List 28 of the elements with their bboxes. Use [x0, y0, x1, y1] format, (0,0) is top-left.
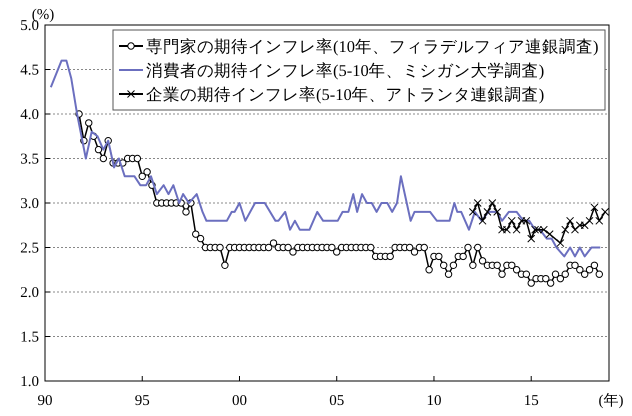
legend-label: 専門家の期待インフレ率(10年、フィラデルフィア連銀調査)	[146, 37, 598, 56]
point	[601, 208, 610, 216]
x-tick-label: 05	[329, 393, 344, 409]
y-tick-label: 3.0	[20, 196, 39, 212]
y-tick-label: 3.5	[20, 152, 39, 168]
point	[478, 216, 487, 225]
y-tick-label: 1.0	[20, 374, 39, 390]
point	[468, 208, 477, 216]
x-tick-label: 10	[426, 393, 442, 409]
y-tick-label: 1.5	[20, 330, 39, 346]
point	[488, 199, 496, 207]
point	[474, 199, 482, 207]
point	[566, 216, 574, 225]
x-axis-title: (年)	[598, 392, 624, 409]
legend-label: 企業の期待インフレ率(5-10年、アトランタ連銀調査)	[146, 85, 544, 104]
x-tick-label: 15	[524, 393, 539, 409]
x-tick-label: 90	[38, 393, 52, 409]
y-tick-label: 2.5	[20, 240, 39, 256]
point	[546, 230, 554, 238]
x-tick-label: 00	[232, 393, 247, 409]
point	[590, 203, 598, 212]
point	[527, 234, 536, 243]
y-tick-label: 4.5	[20, 62, 39, 78]
y-tick-label: 2.0	[20, 285, 39, 301]
y-tick-label: 4.0	[20, 107, 39, 123]
point	[556, 239, 564, 248]
legend-label: 消費者の期待インフレ率(5-10年、ミシガン大学調査)	[146, 61, 544, 80]
x-tick-label: 95	[134, 393, 150, 409]
